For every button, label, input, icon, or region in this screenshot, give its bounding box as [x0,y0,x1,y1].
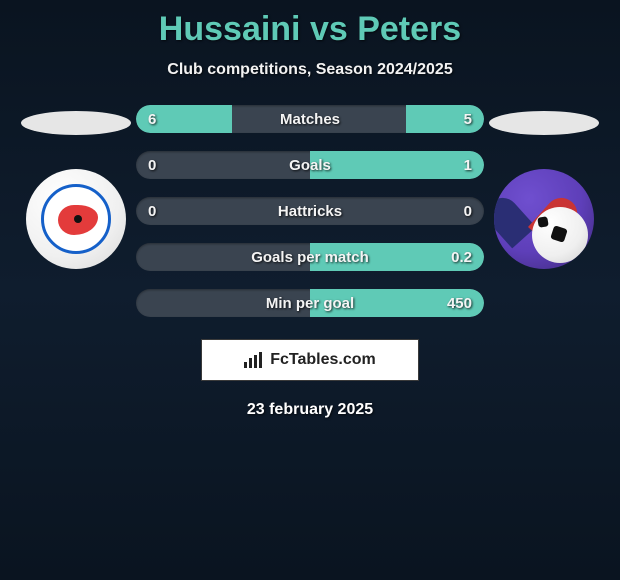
stat-label: Matches [280,111,340,128]
player-left-name-pill [21,111,131,135]
snapshot-date: 23 february 2025 [0,401,620,419]
stat-value-right: 1 [464,157,472,174]
stat-value-left: 0 [148,203,156,220]
stat-value-left: 0 [148,157,156,174]
stat-value-right: 5 [464,111,472,128]
stat-label: Goals per match [251,249,369,266]
player-left-column [16,105,136,269]
stat-bars: 6 Matches 5 0 Goals 1 0 Hattricks 0 Goals per mat… [136,105,484,317]
player-right-column [484,105,604,269]
stat-fill-right [310,151,484,179]
stat-row: 6 Matches 5 [136,105,484,133]
subtitle: Club competitions, Season 2024/2025 [0,61,620,79]
club-badge-left [26,169,126,269]
stat-label: Min per goal [266,295,354,312]
comparison-body: 6 Matches 5 0 Goals 1 0 Hattricks 0 Goals per mat… [0,105,620,317]
club-badge-left-dot [74,215,82,223]
stat-row: Goals per match 0.2 [136,243,484,271]
stat-row: 0 Goals 1 [136,151,484,179]
stat-value-right: 0 [464,203,472,220]
player-right-name-pill [489,111,599,135]
stat-value-left: 6 [148,111,156,128]
brand-text: FcTables.com [270,351,376,369]
stat-row: Min per goal 450 [136,289,484,317]
club-badge-right [494,169,594,269]
comparison-card: Hussaini vs Peters Club competitions, Se… [0,0,620,419]
stat-fill-right [406,105,484,133]
stat-row: 0 Hattricks 0 [136,197,484,225]
brand-attribution[interactable]: FcTables.com [201,339,419,381]
club-badge-right-ball [532,207,588,263]
page-title: Hussaini vs Peters [0,10,620,49]
bar-chart-icon [244,352,264,368]
stat-label: Goals [289,157,331,174]
stat-value-right: 450 [447,295,472,312]
stat-label: Hattricks [278,203,342,220]
club-badge-left-ring [41,184,111,254]
stat-value-right: 0.2 [451,249,472,266]
